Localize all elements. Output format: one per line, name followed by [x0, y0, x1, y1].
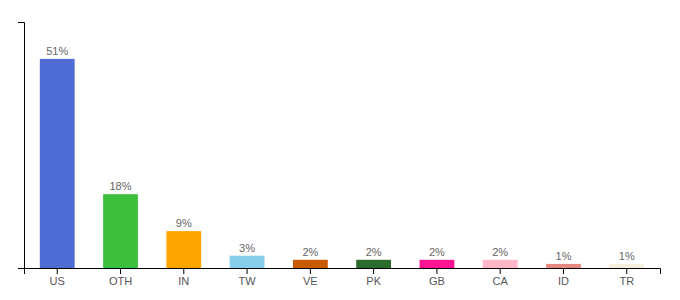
bar: [166, 231, 201, 268]
bar: [103, 194, 138, 268]
x-tick-mark: [183, 268, 184, 274]
data-label: 1%: [619, 250, 635, 262]
x-axis-line: [25, 269, 661, 275]
x-axis: US OTH IN TW VE PK GB CA ID TR: [25, 268, 661, 287]
bar: [420, 260, 455, 268]
data-label: 2%: [492, 246, 508, 258]
bar: [40, 59, 75, 268]
data-label: 2%: [429, 246, 445, 258]
data-label: 2%: [366, 246, 382, 258]
bars: [40, 59, 644, 268]
x-tick: CA: [493, 268, 509, 287]
x-tick-mark: [120, 268, 121, 274]
y-axis: [18, 23, 25, 269]
data-label: 2%: [302, 246, 318, 258]
bar: [483, 260, 518, 268]
x-tick-label: IN: [178, 275, 189, 287]
x-tick-mark: [373, 268, 374, 274]
x-tick: ID: [558, 268, 569, 287]
data-label: 1%: [556, 250, 572, 262]
x-tick: GB: [429, 268, 445, 287]
x-tick-mark: [310, 268, 311, 274]
x-tick: US: [50, 268, 65, 287]
x-tick: IN: [178, 268, 189, 287]
x-tick-label: US: [50, 275, 65, 287]
x-tick-label: VE: [303, 275, 318, 287]
x-tick-label: ID: [558, 275, 569, 287]
x-tick-label: CA: [493, 275, 509, 287]
x-tick: OTH: [109, 268, 132, 287]
plot: US OTH IN TW VE PK GB CA ID TR 51% 18% 9% 3% 2% 2% 2% 2% 1…: [18, 23, 661, 287]
bar: [609, 264, 644, 268]
x-tick-mark: [247, 268, 248, 274]
bar: [356, 260, 391, 268]
data-label: 3%: [239, 242, 255, 254]
data-label: 18%: [109, 180, 131, 192]
x-tick-mark: [563, 268, 564, 274]
bar: [546, 264, 581, 268]
data-label: 9%: [176, 217, 192, 229]
bar: [293, 260, 328, 268]
x-tick-label: PK: [366, 275, 381, 287]
data-labels: 51% 18% 9% 3% 2% 2% 2% 2% 1% 1%: [46, 45, 635, 262]
x-tick-label: GB: [429, 275, 445, 287]
x-tick-mark: [57, 268, 58, 274]
x-tick: VE: [303, 268, 318, 287]
x-tick-mark: [626, 268, 627, 274]
x-tick: TR: [619, 268, 634, 287]
x-tick: TW: [239, 268, 257, 287]
x-tick-label: TW: [239, 275, 257, 287]
x-tick-mark: [436, 268, 437, 274]
x-tick-label: OTH: [109, 275, 132, 287]
data-label: 51%: [46, 45, 68, 57]
x-tick: PK: [366, 268, 381, 287]
chart: US OTH IN TW VE PK GB CA ID TR 51% 18% 9% 3% 2% 2% 2% 2% 1…: [0, 0, 680, 300]
bar: [230, 256, 265, 268]
x-tick-mark: [500, 268, 501, 274]
y-axis-line: [18, 23, 25, 269]
x-tick-label: TR: [619, 275, 634, 287]
